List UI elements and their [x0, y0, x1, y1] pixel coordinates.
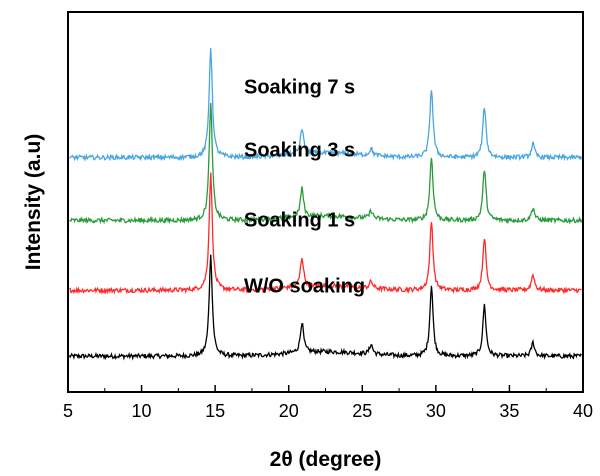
y-axis-title: Intensity (a.u)	[22, 134, 45, 271]
x-tick-label: 20	[279, 401, 299, 421]
x-tick-label: 30	[426, 401, 446, 421]
x-tick-label: 10	[132, 401, 152, 421]
series-label: Soaking 7 s	[244, 77, 355, 99]
series-label: Soaking 1 s	[244, 209, 355, 231]
plot-frame	[67, 11, 584, 393]
series-line-soaking-3-s	[69, 102, 583, 225]
series-line-w-o-soaking	[68, 254, 583, 361]
traces-group	[68, 47, 583, 361]
x-tick-label: 35	[499, 401, 519, 421]
x-tick-label: 25	[352, 401, 372, 421]
series-line-soaking-7-s	[69, 47, 583, 162]
x-axis-title: 2θ (degree)	[270, 448, 382, 471]
x-tick-label: 40	[573, 401, 593, 421]
x-tick-label: 15	[205, 401, 225, 421]
series-labels-group: W/O soaking Soaking 1 s Soaking 3 s Soaking…	[244, 77, 365, 298]
x-tick-label: 5	[63, 401, 73, 421]
x-axis: 5 10 15 20 25 30 35 40	[63, 385, 593, 421]
series-line-soaking-1-s	[69, 172, 582, 295]
series-label: Soaking 3 s	[244, 140, 355, 162]
series-label: W/O soaking	[244, 275, 365, 297]
